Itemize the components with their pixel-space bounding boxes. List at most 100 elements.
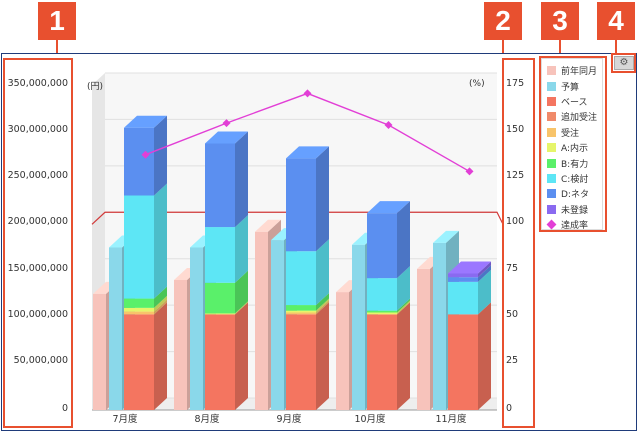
- legend-label: A:内示: [561, 144, 589, 155]
- stack-segment-side: [235, 302, 248, 410]
- legend-swatch: [547, 66, 556, 76]
- stack-segment-front: [286, 251, 316, 306]
- right-axis-unit: (%): [469, 79, 485, 89]
- previous-year-bar-front: [417, 268, 430, 410]
- previous-year-bar-front: [255, 231, 268, 410]
- stack-segment-front: [448, 314, 478, 410]
- achievement-rate-point: [222, 119, 231, 128]
- stack-segment-front: [448, 277, 478, 282]
- legend-item[interactable]: 予算: [547, 78, 602, 93]
- stack-segment-side: [397, 201, 410, 279]
- stack-segment-side: [397, 266, 410, 311]
- legend-swatch: [547, 173, 556, 183]
- left-axis-tick: 100,000,000: [7, 309, 68, 320]
- stack-segment-front: [124, 195, 154, 299]
- achievement-rate-point: [384, 121, 393, 129]
- previous-year-bar-top: [255, 219, 281, 232]
- x-category-label: 7月度: [112, 414, 138, 425]
- legend-label: 未登録: [561, 205, 589, 216]
- stack-segment-side: [397, 300, 410, 315]
- budget-bar-front: [109, 247, 122, 410]
- stack-segment-front: [286, 314, 316, 410]
- x-category-label: 8月度: [194, 414, 220, 425]
- chart-legend: 前年同月 予算 ベース 追加受注 受注 A:内示 B:有力 C:検討 D:ネタ …: [541, 58, 603, 232]
- right-axis-tick: 150: [506, 124, 525, 135]
- legend-label: C:検討: [561, 174, 589, 185]
- previous-year-bar-front: [93, 293, 106, 410]
- achievement-rate-point: [141, 150, 150, 159]
- stack-segment-top: [286, 146, 329, 159]
- left-axis-tick: 300,000,000: [7, 124, 68, 135]
- legend-label: B:有力: [561, 159, 589, 170]
- stack-segment-front: [124, 307, 154, 312]
- callout-4-box: [611, 53, 636, 73]
- left-axis-tick: 350,000,000: [7, 78, 68, 89]
- legend-label: 前年同月: [561, 67, 598, 78]
- legend-item[interactable]: A:内示: [547, 140, 602, 155]
- legend-item[interactable]: ベース: [547, 94, 602, 109]
- stack-segment-side: [154, 295, 167, 312]
- legend-label: D:ネタ: [561, 190, 589, 201]
- stack-segment-top: [124, 115, 167, 128]
- stack-segment-front: [205, 227, 235, 283]
- legend-item[interactable]: 達成率: [546, 217, 602, 232]
- previous-year-bar-front: [336, 292, 349, 410]
- callout-3-leader: [559, 40, 561, 58]
- stack-segment-side: [316, 293, 329, 311]
- stack-segment-front: [448, 281, 478, 315]
- left-axis-tick: 250,000,000: [7, 170, 68, 181]
- legend-item[interactable]: C:検討: [547, 171, 602, 186]
- budget-bar-front: [271, 240, 284, 410]
- stack-segment-top: [367, 201, 410, 214]
- stack-segment-side: [478, 302, 491, 410]
- legend-swatch: [547, 158, 556, 168]
- stack-segment-side: [154, 299, 167, 315]
- x-category-label: 11月度: [435, 414, 467, 425]
- legend-label: 予算: [561, 82, 580, 93]
- legend-swatch: [547, 143, 556, 153]
- stack-segment-side: [235, 301, 248, 315]
- left-axis-tick: 150,000,000: [7, 263, 68, 274]
- right-axis-tick: 125: [506, 170, 525, 181]
- callout-2-leader: [502, 40, 504, 58]
- achievement-rate-point: [465, 167, 474, 176]
- stack-segment-side: [397, 302, 410, 410]
- stack-segment-front: [448, 273, 478, 278]
- callout-1-leader: [56, 40, 58, 58]
- left-axis-unit: (円): [87, 82, 104, 92]
- stack-segment-side: [154, 183, 167, 299]
- legend-swatch: [547, 96, 556, 106]
- stack-segment-side: [154, 302, 167, 410]
- legend-swatch: [547, 127, 556, 137]
- right-axis-tick: 0: [506, 403, 513, 414]
- stack-segment-front: [367, 278, 397, 311]
- right-axis-tick: 25: [506, 355, 519, 366]
- right-axis-tick: 175: [506, 78, 525, 89]
- stack-segment-front: [286, 310, 316, 313]
- stack-segment-side: [316, 300, 329, 315]
- x-category-label: 9月度: [276, 414, 302, 425]
- legend-item[interactable]: D:ネタ: [547, 186, 602, 201]
- gear-icon[interactable]: ⚙: [614, 56, 634, 70]
- right-axis-tick: 100: [506, 216, 525, 227]
- stack-segment-side: [316, 302, 329, 410]
- stack-segment-front: [124, 314, 154, 410]
- stack-segment-front: [286, 312, 316, 315]
- legend-item[interactable]: B:有力: [547, 155, 602, 170]
- right-axis-tick: 75: [506, 263, 519, 274]
- legend-swatch: [547, 189, 556, 199]
- legend-item[interactable]: 未登録: [547, 202, 602, 217]
- callout-3-box: [539, 56, 607, 232]
- previous-year-bar-front: [174, 280, 187, 410]
- stack-segment-side: [478, 261, 491, 278]
- budget-bar-front: [433, 242, 446, 410]
- callout-2-badge: 2: [484, 2, 522, 40]
- stack-segment-front: [367, 310, 397, 313]
- stack-segment-front: [205, 314, 235, 410]
- stack-segment-front: [367, 314, 397, 410]
- legend-item[interactable]: 前年同月: [547, 63, 602, 78]
- legend-item[interactable]: 追加受注: [547, 109, 602, 124]
- legend-item[interactable]: 受注: [547, 125, 602, 140]
- stack-segment-front: [205, 143, 235, 228]
